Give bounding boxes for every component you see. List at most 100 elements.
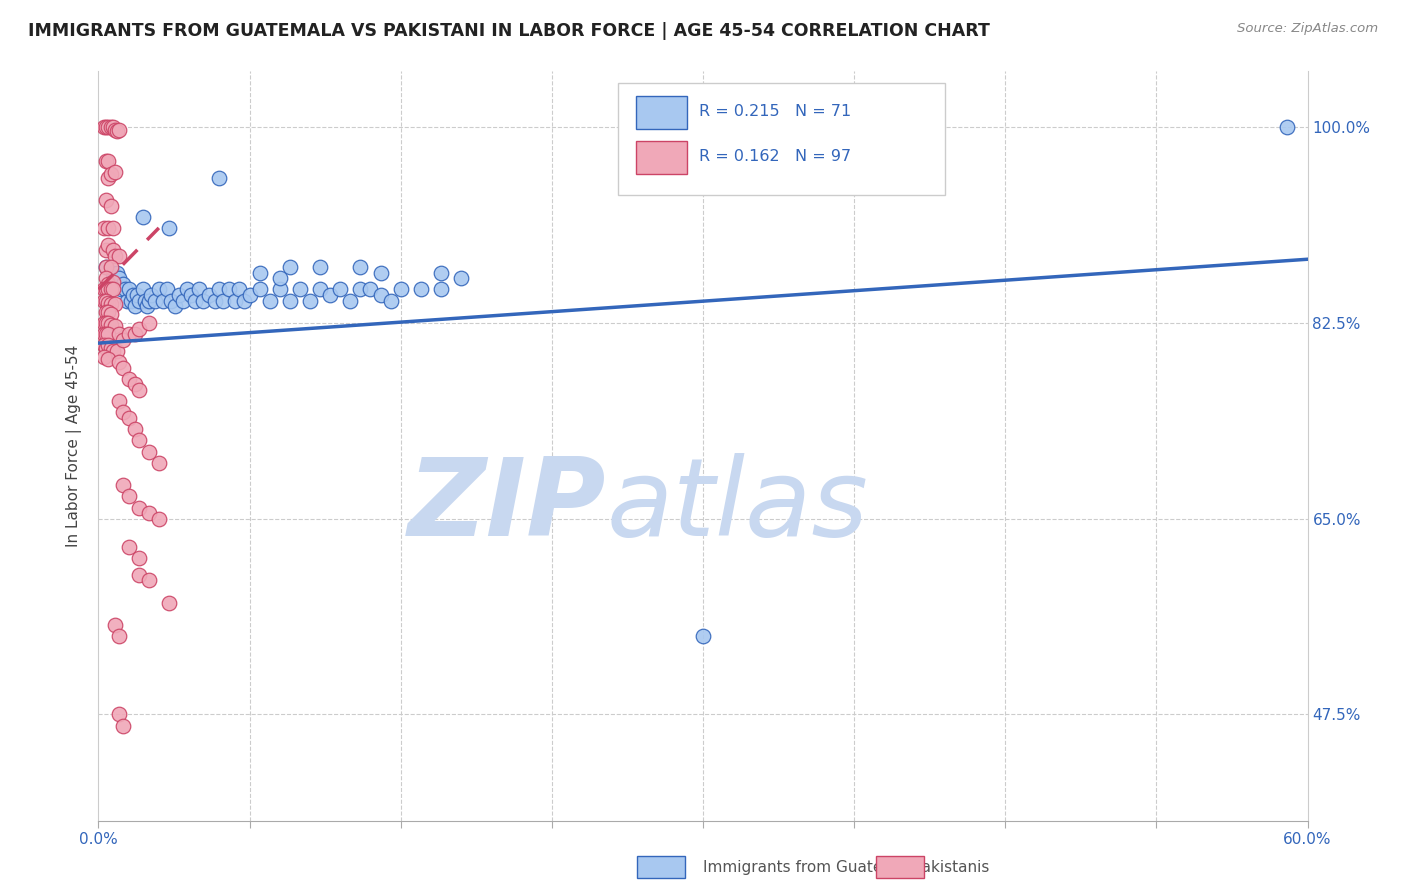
Point (156, 282, 179, 296)
Point (107, 271, 129, 285)
Point (204, 293, 226, 308)
Point (184, 293, 207, 308)
Point (97, 277, 120, 291)
Point (97, 338, 120, 352)
Point (172, 293, 194, 308)
Point (97, 351, 120, 366)
Point (249, 266, 271, 280)
Point (107, 327, 129, 342)
Point (163, 299, 186, 313)
Point (349, 282, 371, 296)
Point (309, 282, 332, 296)
Point (96, 305, 118, 319)
Point (118, 282, 141, 296)
Point (124, 299, 146, 313)
Point (409, 282, 432, 296)
Point (93, 350, 115, 364)
Point (111, 277, 134, 291)
Point (107, 707, 129, 722)
Point (97, 237, 120, 252)
Point (128, 434, 150, 448)
Point (218, 282, 240, 296)
Point (309, 260, 332, 274)
Point (118, 489, 141, 503)
Point (152, 293, 174, 308)
Point (114, 282, 136, 296)
Point (96, 153, 118, 168)
Point (208, 170, 231, 185)
FancyBboxPatch shape (637, 141, 688, 174)
Point (97, 221, 120, 235)
Point (100, 260, 122, 274)
Point (101, 120, 124, 135)
Point (100, 198, 122, 212)
Point (93, 338, 115, 352)
Point (96, 271, 118, 285)
Point (278, 293, 301, 308)
Point (105, 343, 128, 358)
Point (96, 244, 118, 258)
Point (111, 478, 134, 492)
Point (224, 293, 246, 308)
Point (132, 282, 155, 296)
Point (118, 372, 141, 386)
Point (97, 296, 120, 310)
Point (101, 275, 124, 289)
Point (208, 282, 231, 296)
Point (93, 316, 115, 330)
Text: ZIP: ZIP (408, 453, 606, 559)
Point (100, 167, 122, 181)
Point (118, 540, 141, 554)
Point (125, 288, 148, 302)
Point (128, 500, 150, 515)
Point (118, 327, 141, 342)
Point (118, 411, 141, 425)
Point (148, 282, 170, 296)
Point (193, 293, 215, 308)
Point (180, 288, 202, 302)
Point (138, 573, 160, 587)
Point (97, 305, 120, 319)
Point (96, 260, 118, 274)
Point (96, 327, 118, 342)
Point (97, 316, 120, 330)
Point (157, 221, 180, 235)
Point (93, 120, 115, 135)
Point (100, 297, 122, 311)
Point (97, 327, 120, 342)
Point (212, 293, 235, 308)
Point (105, 123, 128, 137)
Point (148, 456, 170, 470)
FancyBboxPatch shape (637, 96, 688, 129)
Point (101, 343, 124, 358)
Point (232, 293, 254, 308)
Point (128, 550, 150, 565)
Point (269, 271, 291, 285)
Point (97, 170, 120, 185)
Point (370, 266, 392, 280)
Point (101, 266, 124, 280)
FancyBboxPatch shape (619, 83, 945, 195)
Point (96, 260, 118, 274)
Y-axis label: In Labor Force | Age 45-54: In Labor Force | Age 45-54 (66, 345, 82, 547)
Text: R = 0.162   N = 97: R = 0.162 N = 97 (699, 149, 852, 163)
Point (188, 282, 211, 296)
Text: Source: ZipAtlas.com: Source: ZipAtlas.com (1237, 22, 1378, 36)
Point (96, 282, 118, 296)
Point (360, 282, 382, 296)
Point (319, 288, 342, 302)
Text: atlas: atlas (606, 453, 868, 558)
Point (138, 444, 160, 458)
Point (128, 293, 150, 308)
Point (96, 120, 118, 135)
Point (249, 282, 271, 296)
Point (96, 341, 118, 355)
Point (148, 511, 170, 525)
Point (138, 506, 160, 520)
Point (97, 282, 120, 296)
Point (93, 282, 115, 296)
Point (339, 293, 361, 308)
Point (124, 422, 146, 436)
Point (103, 165, 125, 179)
Text: IMMIGRANTS FROM GUATEMALA VS PAKISTANI IN LABOR FORCE | AGE 45-54 CORRELATION CH: IMMIGRANTS FROM GUATEMALA VS PAKISTANI I… (28, 22, 990, 40)
